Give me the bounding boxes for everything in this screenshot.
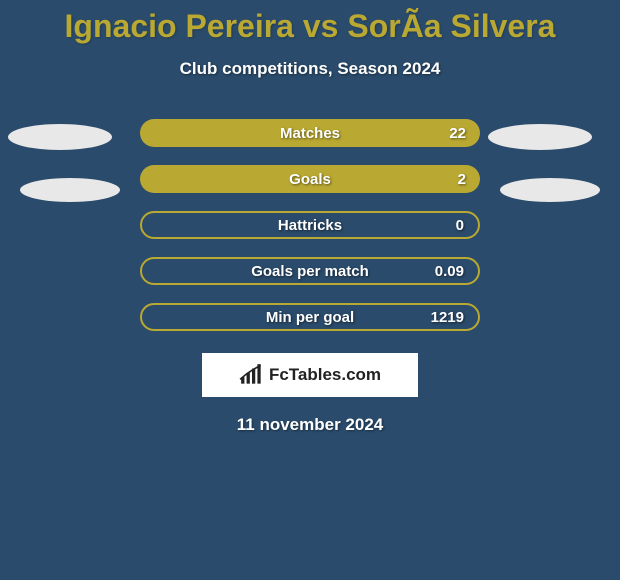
stat-label: Goals per match [251,263,369,280]
stat-bar: Matches 22 [140,119,480,147]
watermark: FcTables.com [202,353,418,397]
decorative-ellipse [488,124,592,150]
stat-label: Min per goal [266,309,354,326]
stat-value: 0 [456,217,464,234]
page-title: Ignacio Pereira vs SorÃ­a Silvera [0,0,620,45]
stat-value: 22 [449,125,466,142]
comparison-card: Ignacio Pereira vs SorÃ­a Silvera Club c… [0,0,620,580]
stat-label: Matches [280,125,340,142]
stat-value: 0.09 [435,263,464,280]
stat-label: Hattricks [278,217,342,234]
watermark-text: FcTables.com [269,365,381,385]
stat-bar: Min per goal 1219 [140,303,480,331]
stat-bars: Matches 22 Goals 2 Hattricks 0 Goals per match… [0,119,620,331]
stat-bar: Goals 2 [140,165,480,193]
stat-bar: Goals per match 0.09 [140,257,480,285]
date-label: 11 november 2024 [0,415,620,435]
stat-value: 2 [458,171,466,188]
decorative-ellipse [500,178,600,202]
subtitle: Club competitions, Season 2024 [0,59,620,79]
decorative-ellipse [20,178,120,202]
stat-value: 1219 [431,309,464,326]
chart-icon [239,364,265,386]
decorative-ellipse [8,124,112,150]
stat-label: Goals [289,171,331,188]
stat-bar: Hattricks 0 [140,211,480,239]
